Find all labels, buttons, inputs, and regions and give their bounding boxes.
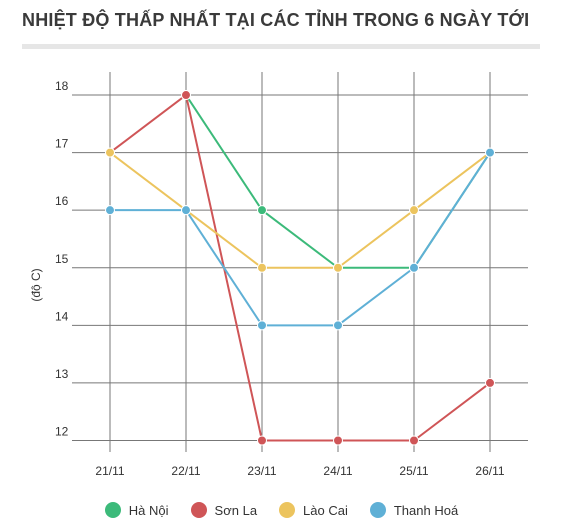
y-tick-label: 18	[55, 79, 69, 93]
data-point[interactable]	[105, 205, 115, 216]
title-divider	[22, 44, 540, 49]
data-point[interactable]	[485, 147, 495, 158]
y-tick-label: 12	[55, 424, 69, 438]
data-point[interactable]	[257, 435, 267, 446]
data-point[interactable]	[409, 205, 419, 216]
x-tick-label: 22/11	[171, 464, 200, 478]
y-tick-label: 17	[55, 137, 69, 151]
data-point[interactable]	[105, 147, 115, 158]
data-point[interactable]	[181, 90, 191, 101]
legend-label: Thanh Hoá	[393, 502, 459, 518]
data-point[interactable]	[485, 377, 495, 388]
chart-title: NHIỆT ĐỘ THẤP NHẤT TẠI CÁC TỈNH TRONG 6 …	[22, 10, 530, 30]
x-tick-label: 23/11	[247, 464, 276, 478]
data-point[interactable]	[333, 262, 343, 273]
data-points	[105, 90, 495, 446]
data-point[interactable]	[257, 320, 267, 331]
x-tick-label: 24/11	[323, 464, 352, 478]
legend-item[interactable]: Sơn La	[190, 502, 258, 518]
legend-label: Hà Nội	[128, 502, 169, 518]
data-point[interactable]	[333, 320, 343, 331]
line-chart: 12 13 14 15 16 17 18 21/11 22/11 23/11 24/11 25/11…	[29, 72, 528, 478]
legend-item[interactable]: Lào Cai	[279, 502, 348, 518]
x-axis-ticks: 21/11 22/11 23/11 24/11 25/11 26/11	[95, 464, 504, 478]
legend-item[interactable]: Thanh Hoá	[369, 502, 459, 518]
series-line-1	[109, 94, 491, 442]
legend-item[interactable]: Hà Nội	[104, 502, 169, 518]
data-point[interactable]	[181, 205, 191, 216]
legend-label: Sơn La	[214, 502, 258, 518]
series-line-2	[109, 151, 491, 269]
y-axis-ticks: 12 13 14 15 16 17 18	[55, 79, 69, 438]
legend-swatch	[104, 502, 121, 518]
chart-legend: Hà Nội Sơn La Lào Cai Thanh Hoá	[0, 502, 563, 518]
legend-swatch	[279, 502, 296, 518]
series-line-3	[110, 152, 491, 327]
data-point[interactable]	[257, 262, 267, 273]
data-point[interactable]	[409, 435, 419, 446]
data-point[interactable]	[333, 435, 343, 446]
y-tick-label: 15	[55, 252, 69, 266]
y-tick-label: 14	[55, 309, 69, 323]
data-point[interactable]	[409, 262, 419, 273]
y-tick-label: 16	[55, 194, 69, 208]
y-tick-label: 13	[55, 367, 69, 381]
x-tick-label: 21/11	[95, 464, 124, 478]
legend-label: Lào Cai	[303, 502, 348, 518]
data-point[interactable]	[257, 205, 267, 216]
y-axis-label: (độ C)	[29, 268, 43, 301]
x-tick-label: 26/11	[475, 464, 504, 478]
legend-swatch	[369, 502, 386, 518]
x-tick-label: 25/11	[399, 464, 428, 478]
legend-swatch	[190, 502, 207, 518]
